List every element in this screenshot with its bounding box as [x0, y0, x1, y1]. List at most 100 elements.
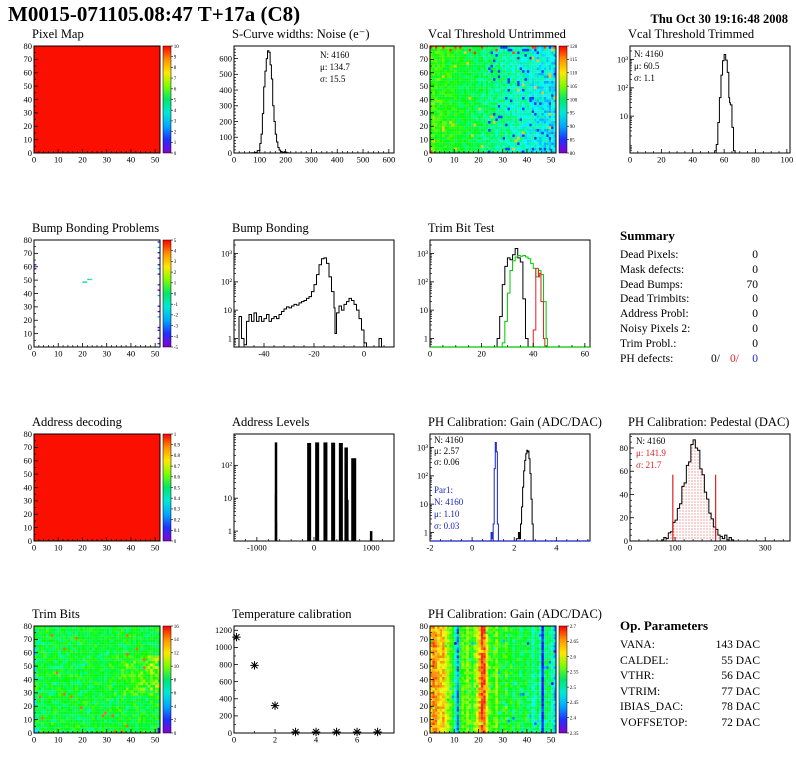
svg-text:120: 120 [570, 45, 578, 50]
svg-text:40: 40 [420, 94, 429, 104]
svg-text:20: 20 [78, 155, 87, 165]
svg-text:1: 1 [424, 527, 428, 537]
svg-text:0.1: 0.1 [174, 529, 181, 534]
svg-text:10: 10 [54, 155, 63, 165]
svg-text:8: 8 [174, 66, 177, 71]
svg-text:20: 20 [24, 315, 33, 325]
svg-text:60: 60 [24, 456, 33, 466]
plot-title: Vcal Threshold Untrimmed [428, 27, 566, 41]
plot-title: Address decoding [32, 415, 122, 429]
svg-text:10: 10 [420, 499, 429, 509]
plot-title: Vcal Threshold Trimmed [628, 27, 755, 41]
svg-text:10²: 10² [221, 277, 233, 287]
op-row: CALDEL: 55 DAC [620, 654, 760, 670]
svg-text:-20: -20 [308, 349, 319, 359]
timestamp: Thu Oct 30 19:16:48 2008 [650, 12, 789, 26]
svg-text:10²: 10² [221, 460, 233, 470]
svg-text:3: 3 [174, 260, 177, 265]
svg-text:40: 40 [127, 543, 136, 553]
op-label: VOFFSETOP: [620, 716, 688, 729]
summary-row: Noisy Pixels 2: 0 [620, 322, 758, 337]
svg-text:0.5: 0.5 [174, 486, 181, 491]
svg-text:0: 0 [32, 155, 36, 165]
svg-text:500: 500 [219, 69, 232, 79]
summary-value: 0 [752, 249, 758, 261]
svg-text:7: 7 [174, 77, 177, 82]
svg-text:10: 10 [224, 493, 233, 503]
svg-text:80: 80 [620, 443, 629, 453]
plot-title: Temperature calibration [232, 607, 352, 621]
svg-text:115: 115 [570, 58, 578, 63]
svg-text:6: 6 [174, 88, 177, 93]
panel-address-levels: Address Levels -1000 0 1000 1 10 10² [208, 416, 400, 566]
op-row: VOFFSETOP: 72 DAC [620, 716, 760, 732]
svg-text:20: 20 [78, 349, 87, 359]
summary-row: Dead Bumps: 70 [620, 278, 758, 293]
svg-text:σ: 1.1: σ: 1.1 [634, 73, 655, 83]
svg-text:0.4: 0.4 [174, 497, 181, 502]
svg-text:0: 0 [428, 349, 432, 359]
vcal-untrimmed-plot: 0 10 20 30 40 50 0 10 20 30 40 50 60 70 80 120 115 110 105… [420, 41, 578, 165]
svg-text:10: 10 [24, 522, 33, 532]
summary-panel: Summary Dead Pixels: 0 Mask defects: 0 Dea… [620, 228, 780, 366]
summary-row: Trim Probl.: 0 [620, 337, 758, 352]
panel-scurve-noise: S-Curve widths: Noise (e⁻) 0 100 200 300 400… [208, 28, 400, 178]
svg-text:-40: -40 [258, 349, 269, 359]
svg-text:40: 40 [24, 94, 33, 104]
svg-text:200: 200 [714, 543, 727, 553]
svg-text:N: 4160: N: 4160 [434, 435, 464, 445]
svg-text:80: 80 [24, 235, 33, 245]
svg-text:0.6: 0.6 [174, 476, 181, 481]
svg-text:-2: -2 [174, 314, 179, 319]
svg-text:80: 80 [570, 152, 576, 157]
panel-bump-bonding: Bump Bonding -40 -20 0 1 10 10² 10³ [208, 222, 400, 372]
scurve-noise-plot: 0 100 200 300 400 500 600 0 100 200 300 400 500 600 N:… [219, 45, 395, 165]
plot-title: PH Calibration: Gain (ADC/DAC) [428, 607, 602, 621]
svg-text:0: 0 [28, 148, 32, 158]
svg-text:30: 30 [498, 155, 507, 165]
svg-text:70: 70 [24, 54, 33, 64]
svg-text:0.8: 0.8 [174, 454, 181, 459]
svg-text:4: 4 [174, 109, 177, 114]
svg-text:20: 20 [420, 121, 429, 131]
svg-text:10: 10 [54, 543, 63, 553]
svg-text:600: 600 [382, 155, 395, 165]
summary-value: 0 [752, 293, 758, 306]
plot-title: Bump Bonding [232, 221, 309, 235]
svg-text:100: 100 [669, 543, 682, 553]
panel-bump-bonding-problems: Bump Bonding Problems 0 10 20 30 40 50 0 10 20 30… [8, 222, 200, 372]
svg-text:9: 9 [174, 56, 177, 61]
svg-text:0.7: 0.7 [174, 465, 181, 470]
page-title: M0015-071105.08:47 T+17a (C8) [8, 2, 301, 26]
plot-title: S-Curve widths: Noise (e⁻) [232, 27, 370, 41]
svg-text:1: 1 [424, 333, 428, 343]
svg-text:-5: -5 [174, 346, 179, 351]
op-parameters-heading: Op. Parameters [620, 618, 709, 633]
op-value: 78 DAC [721, 701, 760, 713]
summary-value: 0 [752, 263, 758, 276]
svg-text:70: 70 [420, 54, 429, 64]
svg-text:100: 100 [253, 155, 266, 165]
op-value: 143 DAC [715, 639, 760, 651]
svg-text:40: 40 [127, 155, 136, 165]
svg-text:200: 200 [279, 155, 292, 165]
op-value: 72 DAC [721, 716, 760, 729]
panel-vcal-untrimmed: Vcal Threshold Untrimmed 0 10 20 30 40 50 0 10 2… [404, 28, 596, 178]
panel-ph-pedestal: PH Calibration: Pedestal (DAC) 0 100 200 30… [604, 416, 796, 566]
svg-text:95: 95 [570, 112, 576, 117]
svg-text:10³: 10³ [417, 442, 429, 452]
svg-text:-4: -4 [174, 335, 179, 340]
summary-value: 70 [746, 278, 759, 291]
svg-text:0: 0 [628, 155, 632, 165]
plot-title: Address Levels [232, 415, 310, 429]
svg-text:60: 60 [620, 466, 629, 476]
svg-text:40: 40 [620, 489, 629, 499]
svg-text:600: 600 [219, 53, 232, 63]
svg-text:1: 1 [174, 282, 177, 287]
svg-text:10: 10 [24, 134, 33, 144]
svg-text:105: 105 [570, 85, 578, 90]
svg-text:20: 20 [620, 513, 629, 523]
panel-vcal-trimmed: Vcal Threshold Trimmed 0 20 40 60 80 100 10 10²… [604, 28, 796, 178]
svg-text:400: 400 [331, 155, 344, 165]
